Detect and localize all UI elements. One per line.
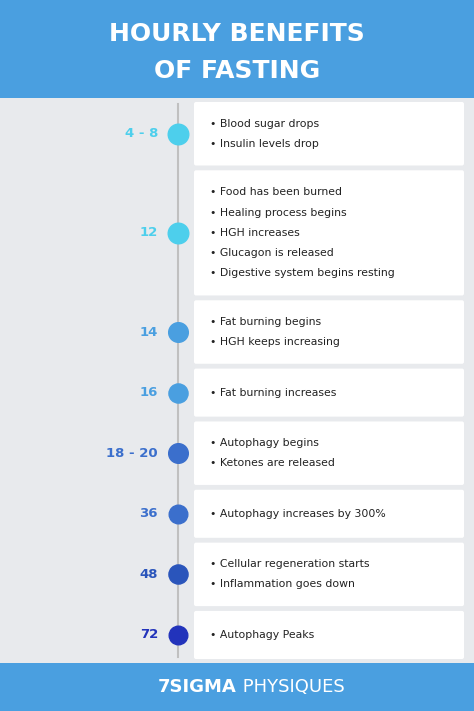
FancyBboxPatch shape [194, 490, 464, 538]
FancyBboxPatch shape [194, 542, 464, 606]
Text: • Fat burning begins: • Fat burning begins [210, 317, 321, 327]
Text: 12: 12 [140, 226, 158, 240]
Text: • Autophagy increases by 300%: • Autophagy increases by 300% [210, 509, 386, 519]
Point [174, 508, 182, 520]
FancyBboxPatch shape [194, 102, 464, 166]
Text: 14: 14 [140, 326, 158, 338]
Text: • HGH increases: • HGH increases [210, 228, 300, 238]
Text: • Digestive system begins resting: • Digestive system begins resting [210, 268, 395, 278]
Text: 48: 48 [139, 568, 158, 581]
Text: • Glucagon is released: • Glucagon is released [210, 248, 334, 258]
Text: • Ketones are released: • Ketones are released [210, 458, 335, 468]
Text: • Food has been burned: • Food has been burned [210, 188, 342, 198]
Text: PHYSIQUES: PHYSIQUES [237, 678, 345, 696]
Text: 72: 72 [140, 629, 158, 641]
FancyBboxPatch shape [0, 663, 474, 711]
FancyBboxPatch shape [194, 611, 464, 659]
Text: • Autophagy begins: • Autophagy begins [210, 438, 319, 449]
FancyBboxPatch shape [0, 0, 474, 98]
Point [174, 569, 182, 580]
Text: • Blood sugar drops: • Blood sugar drops [210, 119, 319, 129]
Text: OF FASTING: OF FASTING [154, 58, 320, 82]
Text: • Inflammation goes down: • Inflammation goes down [210, 579, 355, 589]
Point [174, 228, 182, 239]
Text: 16: 16 [140, 386, 158, 399]
Text: 7SIGMA: 7SIGMA [158, 678, 237, 696]
FancyBboxPatch shape [194, 300, 464, 364]
Point [174, 387, 182, 398]
Text: 4 - 8: 4 - 8 [125, 127, 158, 140]
Point [174, 326, 182, 338]
Point [174, 447, 182, 459]
Text: • Cellular regeneration starts: • Cellular regeneration starts [210, 560, 370, 570]
FancyBboxPatch shape [194, 422, 464, 485]
Point [174, 629, 182, 641]
Text: 18 - 20: 18 - 20 [106, 447, 158, 460]
Text: • Healing process begins: • Healing process begins [210, 208, 346, 218]
Text: • HGH keeps increasing: • HGH keeps increasing [210, 337, 340, 347]
FancyBboxPatch shape [194, 368, 464, 417]
FancyBboxPatch shape [194, 171, 464, 296]
Point [174, 128, 182, 139]
Text: HOURLY BENEFITS: HOURLY BENEFITS [109, 22, 365, 46]
Text: • Fat burning increases: • Fat burning increases [210, 387, 337, 397]
Text: • Autophagy Peaks: • Autophagy Peaks [210, 630, 314, 640]
Text: 36: 36 [139, 507, 158, 520]
Text: • Insulin levels drop: • Insulin levels drop [210, 139, 319, 149]
